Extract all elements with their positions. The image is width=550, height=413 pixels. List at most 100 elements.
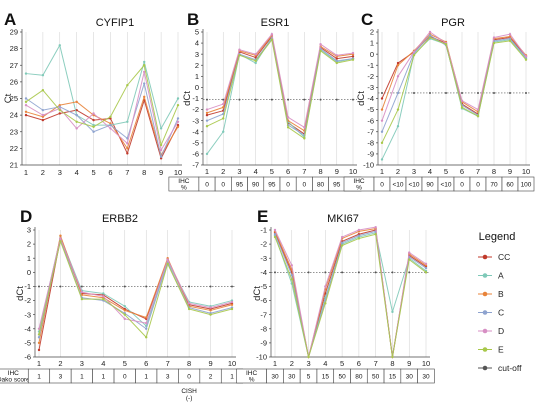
table-cell-value: 100 xyxy=(521,181,532,188)
cutoff-point xyxy=(38,285,40,288)
legend-swatch-dot xyxy=(482,291,488,297)
x-tick-label: 3 xyxy=(412,167,416,176)
legend-swatch-dot xyxy=(482,365,488,371)
series-e-point xyxy=(428,36,432,39)
series-b-point xyxy=(24,110,28,114)
y-tick-label: -7 xyxy=(192,161,199,170)
cutoff-point xyxy=(303,98,306,101)
y-axis-label: dCt xyxy=(15,286,26,301)
y-tick-label: 0 xyxy=(370,50,374,59)
series-a-line xyxy=(38,236,233,332)
series-e-point xyxy=(58,108,61,112)
y-axis-label: dCt xyxy=(356,91,367,106)
y-tick-label: -3 xyxy=(260,254,267,263)
series-a-point xyxy=(159,127,163,130)
series-e-point xyxy=(80,297,84,301)
series-a-point xyxy=(205,152,209,156)
x-tick-label: 1 xyxy=(380,167,384,176)
y-tick-label: -1 xyxy=(24,282,31,291)
series-e-point xyxy=(230,307,234,311)
table-cell-value: 0 xyxy=(187,373,191,380)
series-b-point xyxy=(380,108,384,111)
series-d-point xyxy=(408,251,411,254)
x-tick-label: 2 xyxy=(290,359,294,368)
series-e-point xyxy=(319,49,322,53)
series-e-point xyxy=(270,38,274,41)
cutoff-point xyxy=(324,271,327,274)
x-tick-label: 4 xyxy=(101,359,105,368)
y-tick-label: -7 xyxy=(260,310,267,319)
series-e-point xyxy=(524,58,528,61)
series-d-point xyxy=(145,321,148,325)
series-d-point xyxy=(476,108,480,111)
series-d-point xyxy=(290,264,293,267)
series-e-line xyxy=(25,64,179,146)
series-e-point xyxy=(357,237,361,240)
x-tick-label: 5 xyxy=(91,168,95,177)
series-b-point xyxy=(75,100,78,104)
series-d-point xyxy=(92,112,95,115)
cutoff-point xyxy=(477,91,479,94)
series-d-point xyxy=(412,50,416,54)
legend-title: Legend xyxy=(479,231,516,243)
series-cc-point xyxy=(37,348,41,352)
table-header-line: IHC xyxy=(8,370,20,377)
table-cell-value: 3 xyxy=(59,373,63,380)
series-d-point xyxy=(492,36,496,39)
series-d-point xyxy=(59,237,62,240)
series-c-point xyxy=(109,123,112,127)
series-d-line xyxy=(381,31,527,121)
series-cc-point xyxy=(351,55,355,58)
series-d-point xyxy=(273,228,277,232)
y-tick-label: -2 xyxy=(367,72,374,81)
ihc-table: IHC%0095909500809595 xyxy=(168,176,362,192)
y-tick-label: -4 xyxy=(260,268,267,277)
cutoff-point xyxy=(341,271,344,274)
table-header: IHC% xyxy=(178,178,190,191)
series-c-point xyxy=(335,59,338,63)
cutoff-point xyxy=(145,285,148,288)
series-b-point xyxy=(230,303,234,306)
series-c-point xyxy=(41,108,45,112)
series-d-point xyxy=(75,127,78,130)
x-tick-label: 10 xyxy=(174,168,182,177)
cutoff-point xyxy=(461,91,463,94)
series-cc-point xyxy=(205,113,209,117)
x-tick-label: 10 xyxy=(422,359,430,368)
series-d-point xyxy=(37,327,41,330)
series-d-point xyxy=(187,302,191,305)
series-b-point xyxy=(126,147,129,150)
table-cell-value: 70 xyxy=(490,181,498,188)
cutoff-point xyxy=(206,98,208,101)
y-tick-label: -10 xyxy=(256,353,267,362)
series-e-point xyxy=(59,240,62,243)
series-e-point xyxy=(24,100,28,104)
series-c-point xyxy=(424,266,428,270)
series-cc-point xyxy=(126,152,129,155)
series-e-point xyxy=(176,103,180,107)
series-cc-point xyxy=(396,61,400,65)
series-e-point xyxy=(380,141,384,145)
series-d-point xyxy=(222,102,225,106)
table-cell-value: 95 xyxy=(236,181,244,188)
series-d-point xyxy=(380,119,384,122)
series-b-point xyxy=(145,316,148,319)
y-tick-label: -10 xyxy=(363,161,374,170)
ihc-table: IHC Dako score 1 3 1 1 0 1 3 0 2 1 xyxy=(0,368,244,384)
panel-letter: C xyxy=(361,10,373,29)
x-tick-label: 9 xyxy=(335,167,339,176)
series-d-point xyxy=(319,42,322,46)
series-d-point xyxy=(24,103,28,107)
series-c-point xyxy=(205,119,209,122)
series-cc-point xyxy=(58,112,61,115)
series-d-line xyxy=(38,237,233,329)
series-d-point xyxy=(159,148,163,152)
table-cell-value: 60 xyxy=(506,181,514,188)
cutoff-point xyxy=(335,98,338,101)
cutoff-point xyxy=(209,285,212,288)
series-b-point xyxy=(222,106,225,109)
x-tick-label: 3 xyxy=(58,168,62,177)
y-tick-label: -7 xyxy=(367,127,374,136)
y-tick-label: 4 xyxy=(195,39,199,48)
x-tick-label: 6 xyxy=(286,167,290,176)
